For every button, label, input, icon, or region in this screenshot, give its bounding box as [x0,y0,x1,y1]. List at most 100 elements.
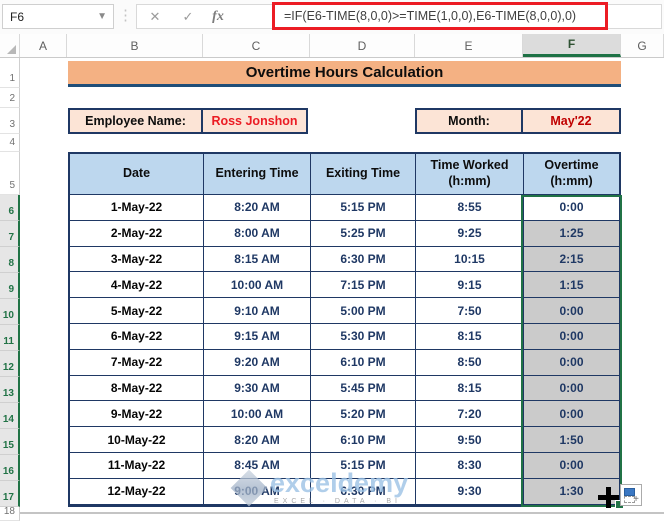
entering-cell-row-15[interactable]: 8:20 AM [204,427,311,453]
row-header-2[interactable]: 2 [0,88,20,108]
column-header-E[interactable]: E [415,34,523,57]
exiting-cell-row-9[interactable]: 7:15 PM [311,272,416,299]
autofill-options-button[interactable]: + [620,484,642,506]
table-header-exiting-time[interactable]: Exiting Time [311,154,416,195]
overtime-cell-row-17[interactable]: 1:30 [524,478,619,505]
row-header-8[interactable]: 8 [0,247,20,273]
table-header-time-worked[interactable]: Time Worked (h:mm) [416,154,524,195]
name-box-dropdown-icon[interactable]: ▼ [97,11,107,22]
row-header-10[interactable]: 10 [0,299,20,325]
row-header-5[interactable]: 5 [0,152,20,195]
row-header-16[interactable]: 16 [0,455,20,481]
row-header-12[interactable]: 12 [0,351,20,377]
exiting-cell-row-6[interactable]: 5:15 PM [311,195,416,221]
insert-function-icon[interactable]: fx [212,8,224,24]
formula-input[interactable]: =IF(E6-TIME(8,0,0)>=TIME(1,0,0),E6-TIME(… [284,9,577,23]
name-box[interactable]: F6 ▼ [2,4,114,29]
worked-cell-row-15[interactable]: 9:50 [416,427,524,453]
worked-cell-row-11[interactable]: 8:15 [416,323,524,350]
exiting-cell-row-8[interactable]: 6:30 PM [311,246,416,273]
cancel-icon[interactable]: ✕ [149,8,161,24]
select-all-corner[interactable] [0,34,20,57]
worked-cell-row-17[interactable]: 9:30 [416,478,524,505]
date-cell-row-13[interactable]: 8-May-22 [70,375,204,402]
exiting-cell-row-10[interactable]: 5:00 PM [311,298,416,324]
employee-name-label-cell[interactable]: Employee Name: [68,108,203,134]
row-header-13[interactable]: 13 [0,377,20,403]
exiting-cell-row-16[interactable]: 5:15 PM [311,452,416,479]
table-header-date[interactable]: Date [70,154,204,195]
date-cell-row-17[interactable]: 12-May-22 [70,478,204,505]
column-header-C[interactable]: C [203,34,310,57]
column-header-A[interactable]: A [20,34,67,57]
overtime-cell-row-7[interactable]: 1:25 [524,220,619,247]
employee-name-value-cell[interactable]: Ross Jonshon [201,108,308,134]
worked-cell-row-7[interactable]: 9:25 [416,220,524,247]
row-header-9[interactable]: 9 [0,273,20,299]
column-header-D[interactable]: D [310,34,415,57]
table-header-entering-time[interactable]: Entering Time [204,154,311,195]
enter-icon[interactable]: ✓ [182,8,194,24]
entering-cell-row-8[interactable]: 8:15 AM [204,246,311,273]
row-header-11[interactable]: 11 [0,325,20,351]
row-header-1[interactable]: 1 [0,58,20,88]
overtime-cell-row-13[interactable]: 0:00 [524,375,619,402]
worked-cell-row-12[interactable]: 8:50 [416,349,524,376]
month-label-cell[interactable]: Month: [415,108,523,134]
date-cell-row-12[interactable]: 7-May-22 [70,349,204,376]
title-cell[interactable]: Overtime Hours Calculation [68,61,621,87]
row-header-18[interactable]: 18 [0,506,20,521]
entering-cell-row-9[interactable]: 10:00 AM [204,272,311,299]
exiting-cell-row-12[interactable]: 6:10 PM [311,349,416,376]
exiting-cell-row-7[interactable]: 5:25 PM [311,220,416,247]
worked-cell-row-6[interactable]: 8:55 [416,195,524,221]
row-header-15[interactable]: 15 [0,429,20,455]
date-cell-row-7[interactable]: 2-May-22 [70,220,204,247]
entering-cell-row-17[interactable]: 9:00 AM [204,478,311,505]
entering-cell-row-16[interactable]: 8:45 AM [204,452,311,479]
entering-cell-row-12[interactable]: 9:20 AM [204,349,311,376]
overtime-cell-row-9[interactable]: 1:15 [524,272,619,299]
date-cell-row-16[interactable]: 11-May-22 [70,452,204,479]
row-header-14[interactable]: 14 [0,403,20,429]
entering-cell-row-13[interactable]: 9:30 AM [204,375,311,402]
overtime-cell-row-11[interactable]: 0:00 [524,323,619,350]
entering-cell-row-6[interactable]: 8:20 AM [204,195,311,221]
date-cell-row-14[interactable]: 9-May-22 [70,401,204,428]
entering-cell-row-14[interactable]: 10:00 AM [204,401,311,428]
column-header-G[interactable]: G [621,34,664,57]
column-header-F[interactable]: F [523,34,621,57]
row-header-4[interactable]: 4 [0,134,20,152]
worked-cell-row-10[interactable]: 7:50 [416,298,524,324]
worked-cell-row-13[interactable]: 8:15 [416,375,524,402]
exiting-cell-row-13[interactable]: 5:45 PM [311,375,416,402]
entering-cell-row-7[interactable]: 8:00 AM [204,220,311,247]
date-cell-row-11[interactable]: 6-May-22 [70,323,204,350]
row-header-7[interactable]: 7 [0,221,20,247]
date-cell-row-8[interactable]: 3-May-22 [70,246,204,273]
column-header-B[interactable]: B [67,34,203,57]
worked-cell-row-16[interactable]: 8:30 [416,452,524,479]
overtime-cell-row-8[interactable]: 2:15 [524,246,619,273]
month-value-cell[interactable]: May'22 [521,108,621,134]
date-cell-row-10[interactable]: 5-May-22 [70,298,204,324]
overtime-cell-row-16[interactable]: 0:00 [524,452,619,479]
overtime-cell-row-6[interactable]: 0:00 [524,195,619,221]
exiting-cell-row-15[interactable]: 6:10 PM [311,427,416,453]
overtime-cell-row-12[interactable]: 0:00 [524,349,619,376]
worked-cell-row-9[interactable]: 9:15 [416,272,524,299]
exiting-cell-row-17[interactable]: 6:30 PM [311,478,416,505]
date-cell-row-15[interactable]: 10-May-22 [70,427,204,453]
exiting-cell-row-14[interactable]: 5:20 PM [311,401,416,428]
worked-cell-row-14[interactable]: 7:20 [416,401,524,428]
row-header-3[interactable]: 3 [0,108,20,134]
date-cell-row-9[interactable]: 4-May-22 [70,272,204,299]
date-cell-row-6[interactable]: 1-May-22 [70,195,204,221]
worked-cell-row-8[interactable]: 10:15 [416,246,524,273]
overtime-cell-row-15[interactable]: 1:50 [524,427,619,453]
overtime-cell-row-14[interactable]: 0:00 [524,401,619,428]
overtime-cell-row-10[interactable]: 0:00 [524,298,619,324]
exiting-cell-row-11[interactable]: 5:30 PM [311,323,416,350]
table-header-overtime[interactable]: Overtime (h:mm) [524,154,619,195]
row-header-17[interactable]: 17 [0,481,20,507]
